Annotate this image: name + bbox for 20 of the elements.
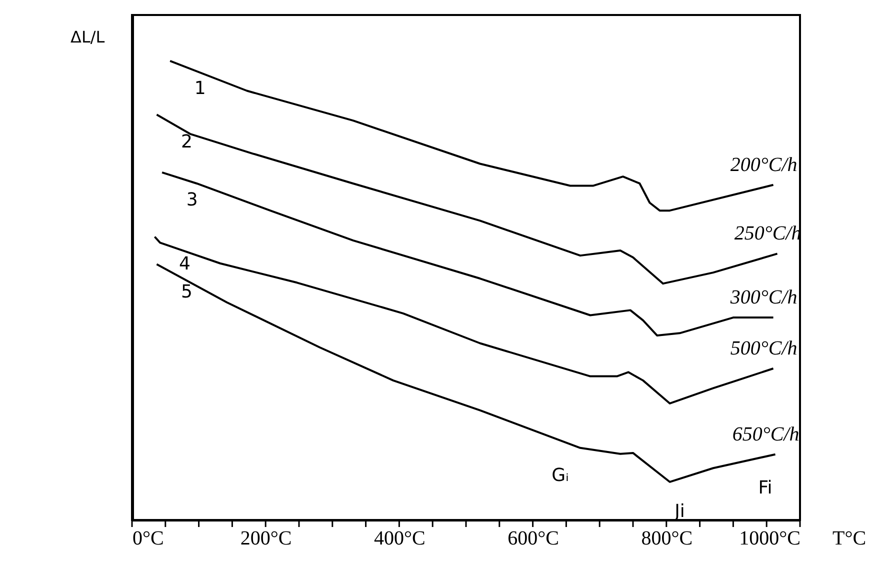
x-tick-label: 200°C	[240, 528, 292, 550]
series-label: 300°C/h	[729, 286, 798, 309]
annotation: 4	[178, 254, 190, 275]
series-label: 650°C/h	[732, 423, 800, 446]
annotation: 1	[194, 78, 206, 99]
x-tick-label: 600°C	[508, 528, 559, 550]
annotation: 5	[180, 281, 192, 302]
x-tick-label: 0°C	[132, 528, 164, 550]
x-axis-title: T°C	[832, 528, 866, 550]
y-axis-title: ΔL/L	[70, 28, 105, 46]
annotation: 3	[186, 189, 198, 210]
annotation: Fi	[758, 477, 772, 498]
annotation: 2	[180, 132, 192, 153]
annotation: Gᵢ	[552, 464, 569, 486]
x-tick-label: 400°C	[374, 528, 426, 550]
series-label: 250°C/h	[734, 222, 802, 245]
series-label: 200°C/h	[730, 154, 798, 176]
x-tick-label: 1000°C	[739, 528, 800, 550]
series-label: 500°C/h	[730, 338, 798, 360]
x-tick-label: 800°C	[641, 528, 693, 550]
